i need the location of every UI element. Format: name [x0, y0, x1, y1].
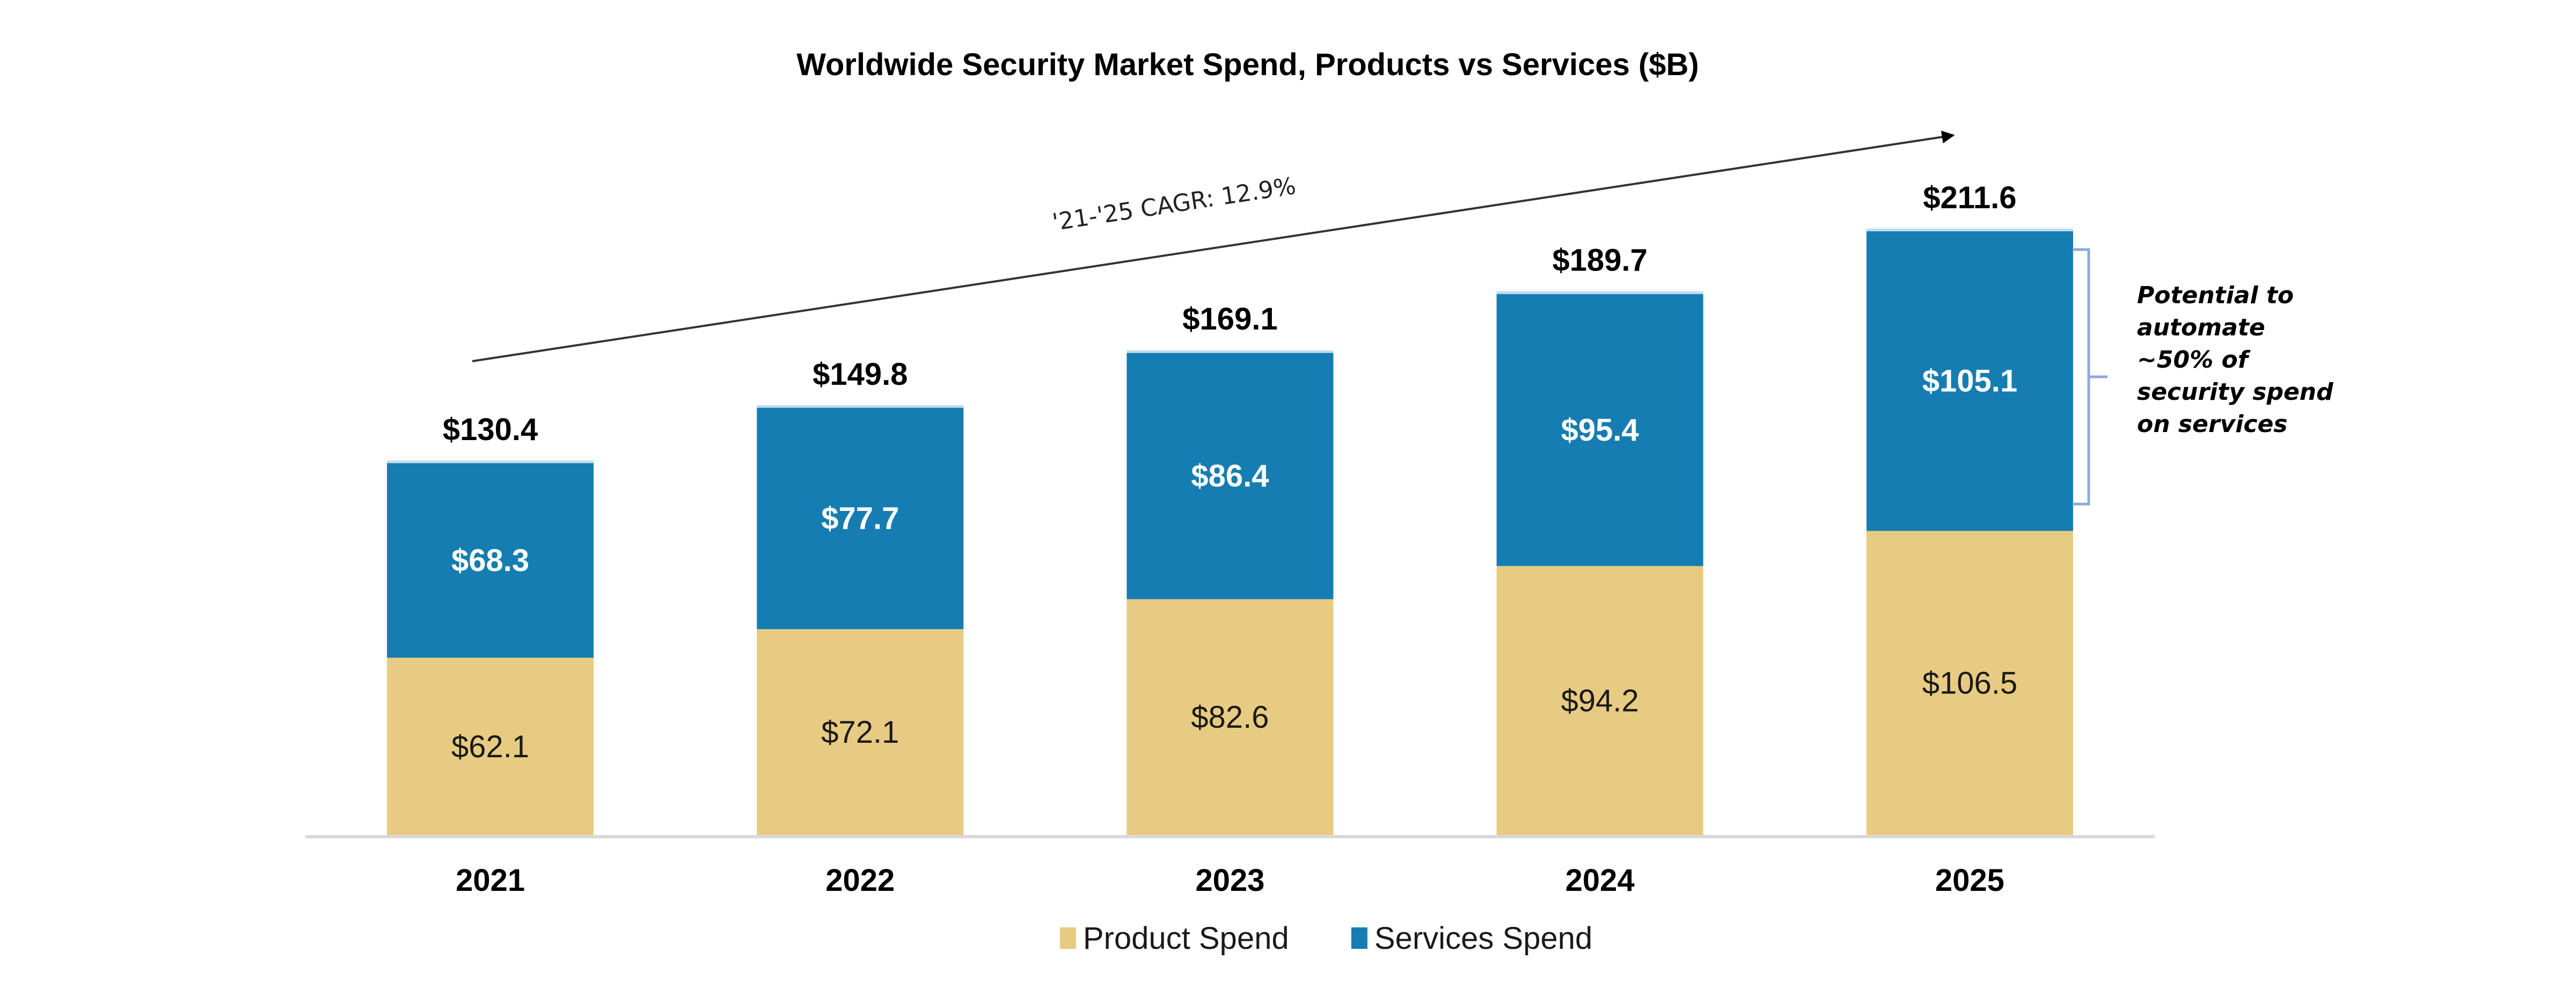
total-labels-group: $130.4 $149.8 $169.1 $189.7 $211.6: [443, 180, 2017, 447]
product-value-label-2021: $62.1: [451, 729, 529, 764]
x-tick-labels-group: 2021 2022 2023 2024 2025: [456, 863, 2004, 898]
bar-services-2024: [1496, 294, 1703, 566]
cagr-label: '21-'25 CAGR: 12.9%: [1051, 172, 1298, 236]
bar-services-2023: [1126, 352, 1334, 599]
total-label-2021: $130.4: [443, 412, 538, 447]
legend-label-services: Services Spend: [1374, 921, 1592, 956]
total-label-2023: $169.1: [1182, 302, 1277, 336]
note-line: Potential to: [2137, 282, 2294, 309]
bar-top-edge-2022: [757, 405, 964, 408]
product-value-label-2024: $94.2: [1561, 683, 1639, 718]
bar-services-2021: [387, 463, 594, 658]
services-value-label-2022: $77.7: [821, 501, 899, 536]
bars-group: [387, 229, 2073, 835]
note-line: security spend: [2137, 378, 2333, 406]
note-line: on services: [2137, 411, 2287, 438]
total-label-2025: $211.6: [1923, 180, 2016, 215]
services-value-label-2023: $86.4: [1191, 459, 1269, 494]
x-tick-2022: 2022: [825, 863, 895, 898]
automation-note: Potential to automate ~50% of security spen…: [2137, 282, 2333, 438]
product-value-label-2025: $106.5: [1922, 666, 2017, 701]
bar-product-2025: [1866, 531, 2073, 835]
bar-product-2023: [1126, 599, 1334, 835]
services-value-label-2025: $105.1: [1922, 364, 2017, 399]
legend: Product Spend Services Spend: [1060, 921, 1592, 956]
bar-top-edge-2023: [1126, 350, 1334, 353]
cagr-arrow: [472, 130, 1955, 362]
note-line: ~50% of: [2137, 346, 2251, 374]
bar-top-edge-2021: [387, 460, 594, 464]
legend-swatch-services: [1351, 927, 1367, 949]
bar-product-2022: [757, 629, 964, 835]
bar-services-2025: [1866, 231, 2073, 531]
bar-top-edge-2024: [1496, 291, 1703, 295]
product-value-label-2022: $72.1: [821, 715, 899, 750]
note-line: automate: [2137, 314, 2265, 341]
product-value-label-2023: $82.6: [1191, 700, 1269, 735]
bar-top-edge-2025: [1866, 229, 2073, 231]
bar-product-2024: [1496, 566, 1703, 835]
x-tick-2024: 2024: [1565, 863, 1635, 898]
legend-label-product: Product Spend: [1083, 921, 1289, 956]
x-tick-2023: 2023: [1195, 863, 1264, 898]
chart-title: Worldwide Security Market Spend, Product…: [796, 47, 1699, 82]
services-value-label-2024: $95.4: [1561, 413, 1639, 448]
services-value-label-2021: $68.3: [451, 543, 529, 578]
bar-services-2022: [757, 407, 964, 630]
legend-swatch-product: [1060, 927, 1076, 949]
total-label-2022: $149.8: [813, 357, 908, 392]
total-label-2024: $189.7: [1552, 243, 1647, 278]
bar-product-2021: [387, 657, 594, 835]
x-tick-2021: 2021: [456, 863, 525, 898]
bracket-annotation: [2073, 248, 2107, 506]
x-tick-2025: 2025: [1935, 863, 2004, 898]
segment-labels-group: $62.1 $68.3 $72.1 $77.7 $82.6 $86.4 $94.2 $95.4…: [451, 364, 2017, 764]
